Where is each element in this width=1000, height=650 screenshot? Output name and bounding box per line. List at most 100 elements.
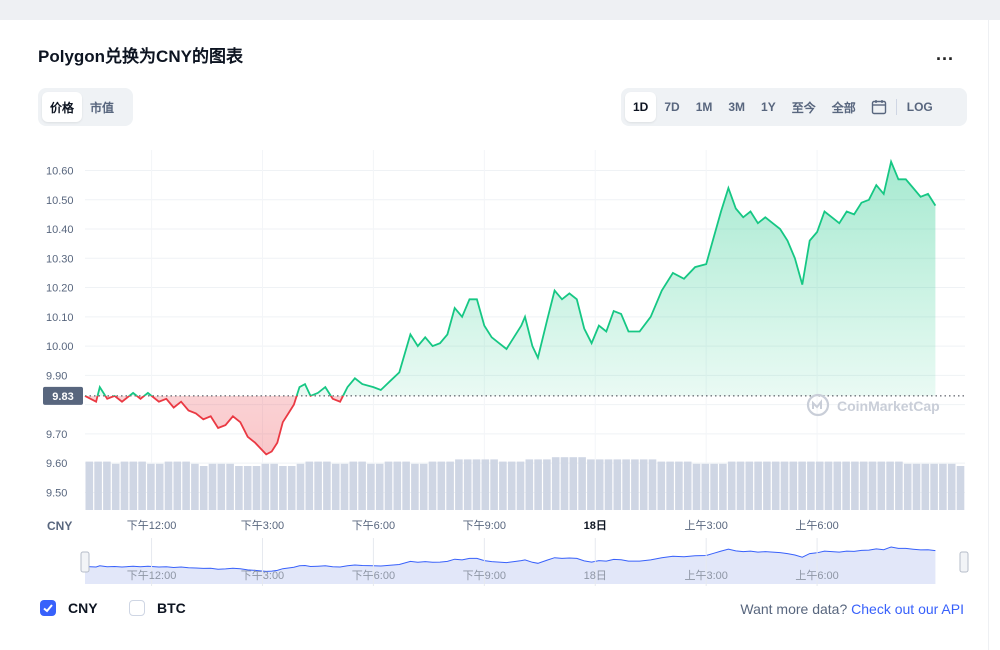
range-tab-3m[interactable]: 3M xyxy=(728,100,746,114)
volume-bar xyxy=(930,463,938,510)
navigator-x-label: 下午3:00 xyxy=(241,569,284,582)
volume-bar xyxy=(367,463,375,510)
y-tick-label: 10.00 xyxy=(46,341,74,353)
volume-bar xyxy=(903,463,912,510)
volume-bar xyxy=(323,461,331,510)
tab-market-cap[interactable]: 市值 xyxy=(90,100,115,115)
volume-bar xyxy=(710,463,718,510)
volume-bar xyxy=(886,461,894,510)
more-data-text: Want more data? Check out our API xyxy=(740,601,964,617)
volume-bar xyxy=(129,461,138,510)
tab-price[interactable]: 价格 xyxy=(42,92,83,122)
volume-bar xyxy=(631,459,639,510)
volume-bar xyxy=(296,463,305,510)
y-tick-label: 10.10 xyxy=(46,312,74,324)
reference-badge-box xyxy=(43,386,83,405)
x-tick-label: 18日 xyxy=(584,519,607,532)
y-tick-label: 10.60 xyxy=(46,165,74,177)
more-options-icon[interactable]: ... xyxy=(936,44,955,64)
navigator-handle-right[interactable] xyxy=(959,551,969,573)
range-tab-all[interactable]: 全部 xyxy=(831,100,856,115)
navigator-x-label: 下午9:00 xyxy=(463,569,506,582)
volume-bar xyxy=(789,461,798,510)
range-tab-ytd[interactable]: 至今 xyxy=(791,100,816,115)
volume-bar xyxy=(771,461,780,510)
volume-bar xyxy=(331,463,340,510)
checkbox-empty-icon[interactable] xyxy=(129,600,145,616)
volume-bar xyxy=(956,466,965,510)
x-axis: 下午12:00 下午3:00 下午6:00 下午9:00 18日 上午3:00 上午6:00 xyxy=(127,519,839,532)
x-tick-label: 上午6:00 xyxy=(795,519,838,532)
volume-bar xyxy=(736,461,745,510)
volume-bar xyxy=(947,463,956,510)
range-tab-1d[interactable]: 1D xyxy=(625,92,657,122)
volume-bar xyxy=(754,461,762,510)
navigator-x-label: 上午3:00 xyxy=(684,569,727,582)
range-tabs: 1D 7D 1M 3M 1Y 至今 全部 LOG xyxy=(621,88,967,126)
volume-bar xyxy=(499,461,507,510)
calendar-icon[interactable] xyxy=(864,92,894,122)
volume-bar xyxy=(719,463,727,510)
navigator-area xyxy=(85,547,936,584)
price-line-up xyxy=(85,158,937,396)
volume-bar xyxy=(851,461,859,510)
navigator[interactable]: 下午12:00 下午3:00 下午6:00 下午9:00 18日 上午3:00 上午6:00 xyxy=(80,538,969,586)
volume-bar xyxy=(613,459,622,510)
volume-bar xyxy=(147,463,155,510)
volume-bar xyxy=(94,461,102,510)
legend-cny[interactable]: CNY xyxy=(40,600,98,616)
volume-bar xyxy=(85,461,94,510)
navigator-x-label: 下午12:00 xyxy=(127,569,177,582)
volume-bar xyxy=(657,461,666,510)
volume-bar xyxy=(895,461,903,510)
volume-bar xyxy=(463,459,472,510)
volume-bar xyxy=(261,463,270,510)
volume-bar xyxy=(164,461,173,510)
volume-bar xyxy=(578,457,586,510)
volume-bar xyxy=(507,461,516,510)
volume-bar xyxy=(208,463,217,510)
volume-bar xyxy=(824,461,833,510)
volume-bar xyxy=(807,461,815,510)
log-toggle[interactable]: LOG xyxy=(906,100,933,114)
legend-btc[interactable]: BTC xyxy=(129,600,186,616)
volume-bar xyxy=(217,463,226,510)
y-tick-label: 9.50 xyxy=(46,487,67,499)
x-tick-label: 上午3:00 xyxy=(684,519,727,532)
volume-bar xyxy=(587,459,595,510)
y-tick-label: 10.30 xyxy=(46,253,74,265)
volume-bar xyxy=(314,461,322,510)
range-divider xyxy=(895,99,897,115)
volume-bar xyxy=(543,459,551,510)
volume-bar xyxy=(155,463,164,510)
volume-bar xyxy=(763,461,771,510)
api-link[interactable]: Check out our API xyxy=(851,601,964,617)
range-tab-1m[interactable]: 1M xyxy=(695,100,713,114)
volume-bar xyxy=(481,459,490,510)
volume-bar xyxy=(270,463,278,510)
range-tab-7d[interactable]: 7D xyxy=(664,100,680,114)
volume-bar xyxy=(780,461,789,510)
volume-bar xyxy=(675,461,683,510)
volume-bar xyxy=(666,461,674,510)
legend-btc-label: BTC xyxy=(157,600,186,616)
volume-bar xyxy=(745,461,754,510)
range-tab-1y[interactable]: 1Y xyxy=(761,100,776,114)
volume-bar xyxy=(428,461,437,510)
volume-bar xyxy=(375,463,384,510)
check-icon[interactable] xyxy=(40,600,56,616)
navigator-x-label: 18日 xyxy=(584,570,607,582)
navigator-handle-left[interactable] xyxy=(80,551,90,573)
page-edge xyxy=(988,20,1000,650)
chart-title: Polygon兑换为CNY的图表 xyxy=(38,47,243,66)
volume-bar xyxy=(868,461,877,510)
volume-bar xyxy=(639,459,648,510)
volume-bar xyxy=(525,459,534,510)
y-tick-label: 10.50 xyxy=(46,195,74,207)
volume-bar xyxy=(437,461,446,510)
volume-bar xyxy=(349,461,358,510)
volume-bar xyxy=(939,463,947,510)
watermark-text: CoinMarketCap xyxy=(837,398,940,414)
volume-bar xyxy=(859,461,868,510)
